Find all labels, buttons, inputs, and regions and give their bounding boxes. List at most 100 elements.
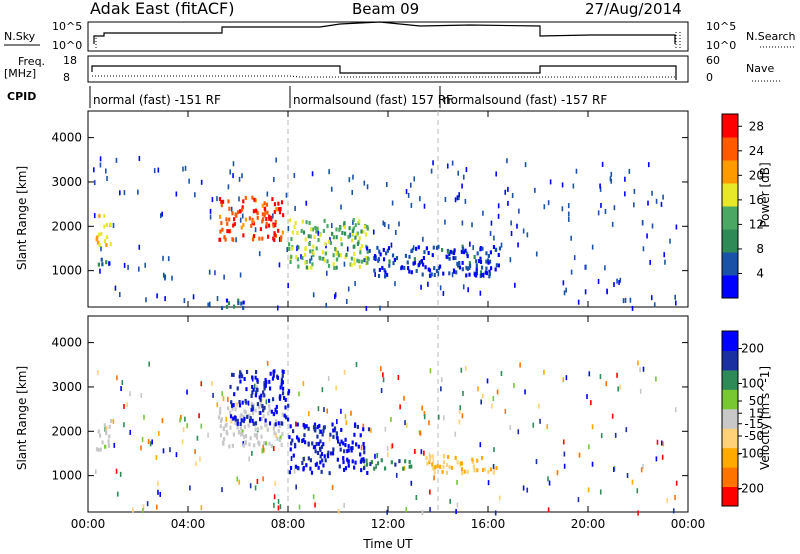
scatter-cell: [181, 439, 184, 445]
scatter-cell: [498, 495, 501, 501]
scatter-cell: [492, 463, 495, 469]
feature-cell: [466, 469, 469, 474]
feature-cell: [329, 432, 332, 437]
feature-cell: [229, 425, 232, 430]
scatter-cell: [337, 508, 340, 514]
feature-cell: [481, 246, 484, 251]
date-title: 27/Aug/2014: [585, 0, 682, 18]
cpid-segment-label: normal (fast) -151 RF: [93, 93, 221, 107]
feature-cell: [281, 230, 284, 235]
scatter-cell: [439, 285, 442, 291]
feature-cell: [344, 255, 347, 260]
feature-cell: [331, 231, 334, 236]
feature-cell: [105, 222, 108, 227]
feature-cell: [109, 222, 112, 227]
feature-cell: [261, 212, 264, 217]
scatter-cell: [254, 485, 257, 491]
feature-cell: [238, 430, 241, 435]
colorbar-swatch: [722, 252, 738, 276]
feature-cell: [304, 246, 307, 251]
feature-cell: [249, 416, 252, 421]
feature-cell: [242, 305, 245, 310]
feature-cell: [243, 424, 247, 429]
feature-cell: [421, 272, 424, 277]
feature-cell: [403, 265, 406, 270]
feature-cell: [466, 266, 469, 271]
feature-cell: [368, 248, 371, 253]
scatter-cell: [429, 489, 431, 495]
scatter-cell: [376, 452, 379, 458]
feature-cell: [437, 244, 440, 249]
feature-cell: [332, 262, 335, 267]
feature-cell: [335, 251, 338, 256]
scatter-cell: [482, 210, 484, 216]
scatter-cell: [456, 195, 459, 201]
scatter-cell: [491, 403, 493, 409]
scatter-cell: [653, 302, 656, 308]
feature-cell: [233, 304, 236, 309]
feature-cell: [324, 458, 327, 463]
feature-cell: [433, 470, 436, 475]
scatter-cell: [637, 510, 639, 516]
scatter-cell: [616, 372, 618, 378]
feature-cell: [264, 423, 267, 428]
scatter-cell: [535, 459, 538, 465]
scatter-cell: [352, 174, 354, 180]
feature-cell: [250, 393, 253, 398]
feature-cell: [258, 417, 262, 422]
feature-cell: [483, 467, 486, 472]
feature-cell: [265, 221, 268, 226]
scatter-cell: [349, 232, 351, 238]
colorbar-swatch: [722, 389, 738, 410]
feature-cell: [321, 250, 324, 255]
colorbar-tick-label: 8: [756, 242, 764, 256]
feature-cell: [351, 459, 354, 464]
scatter-cell: [461, 183, 463, 189]
feature-cell: [232, 403, 235, 408]
scatter-cell: [414, 448, 416, 454]
scatter-cell: [340, 408, 342, 414]
feature-cell: [312, 425, 316, 430]
feature-cell: [101, 440, 104, 445]
feature-cell: [308, 220, 311, 225]
scatter-cell: [398, 221, 400, 227]
feature-cell: [226, 229, 229, 234]
feature-cell: [220, 199, 223, 204]
feature-cell: [274, 233, 278, 238]
feature-cell: [252, 421, 255, 426]
scatter-cell: [495, 171, 497, 177]
feature-cell: [317, 441, 320, 446]
feature-cell: [454, 455, 457, 460]
scatter-cell: [605, 381, 608, 387]
scatter-cell: [570, 269, 573, 275]
scatter-cell: [184, 165, 187, 171]
scatter-cell: [675, 224, 678, 230]
feature-cell: [272, 426, 275, 431]
feature-cell: [264, 383, 267, 388]
colorbar-tick-label: 16: [749, 193, 764, 207]
feature-cell: [339, 253, 342, 258]
feature-cell: [220, 203, 223, 208]
feature-cell: [105, 426, 108, 431]
feature-cell: [322, 228, 325, 233]
feature-cell: [442, 454, 446, 459]
feature-cell: [225, 304, 229, 309]
scatter-cell: [420, 284, 422, 290]
scatter-cell: [524, 162, 527, 168]
feature-cell: [440, 247, 444, 252]
feature-cell: [218, 197, 222, 202]
feature-cell: [236, 386, 239, 391]
scatter-cell: [272, 213, 274, 219]
feature-cell: [460, 249, 463, 254]
feature-cell: [251, 406, 255, 411]
scatter-cell: [561, 182, 564, 188]
feature-cell: [319, 448, 322, 453]
scatter-cell: [183, 298, 186, 304]
scatter-cell: [249, 483, 252, 489]
scatter-cell: [504, 408, 507, 414]
feature-cell: [256, 402, 259, 407]
feature-cell: [331, 451, 335, 456]
scatter-cell: [458, 192, 460, 198]
feature-cell: [279, 435, 282, 440]
scatter-cell: [486, 378, 489, 384]
